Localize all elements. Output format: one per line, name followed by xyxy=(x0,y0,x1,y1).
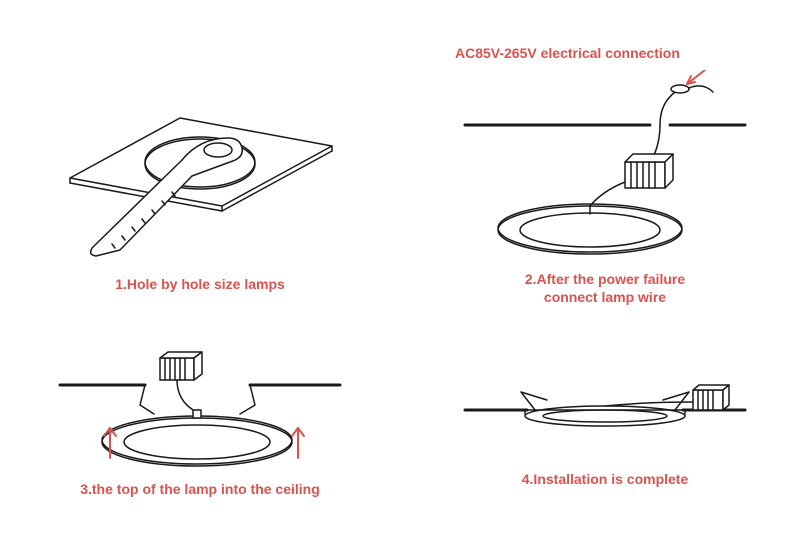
step-4-caption: 4.Installation is complete xyxy=(522,470,689,488)
step-3-caption: 3.the top of the lamp into the ceiling xyxy=(80,480,320,498)
step-4-diagram xyxy=(455,360,755,470)
step-3-panel: 3.the top of the lamp into the ceiling xyxy=(15,350,385,498)
step-1-caption: 1.Hole by hole size lamps xyxy=(115,275,285,293)
step-2-caption: 2.After the power failure connect lamp w… xyxy=(525,270,685,306)
step-1-panel: 1.Hole by hole size lamps xyxy=(15,100,385,293)
step-2-panel: 2.After the power failure connect lamp w… xyxy=(430,70,780,306)
step-4-panel: 4.Installation is complete xyxy=(430,360,780,488)
step-2-diagram xyxy=(455,70,755,270)
step-1-diagram xyxy=(50,100,350,275)
step-3-diagram xyxy=(50,350,350,480)
electrical-connection-label: AC85V-265V electrical connection xyxy=(455,45,680,61)
